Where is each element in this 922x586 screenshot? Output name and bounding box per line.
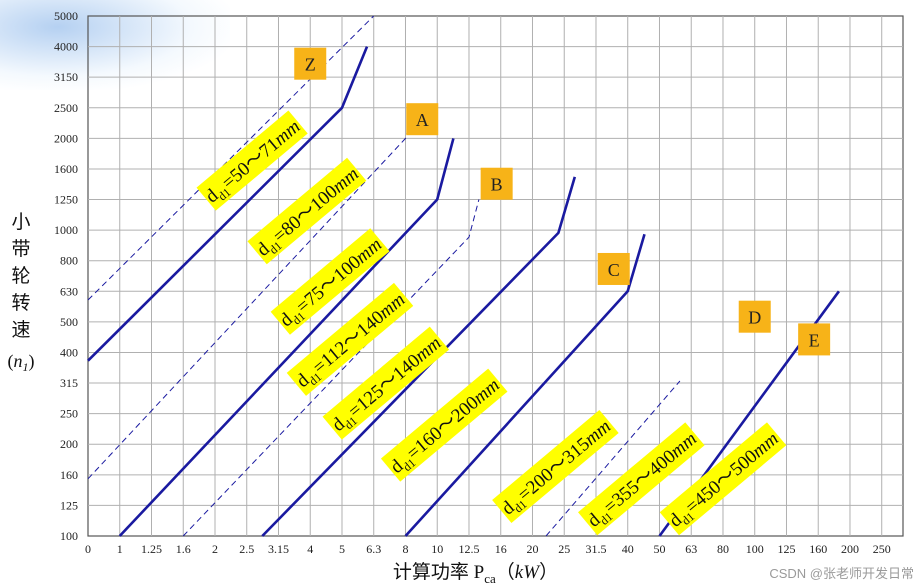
diameter-label-box — [247, 157, 367, 265]
solid-boundary-line — [404, 233, 646, 537]
y-tick-label: 100 — [60, 529, 78, 543]
y-tick-label: 160 — [60, 468, 78, 482]
x-tick-label: 10 — [431, 542, 443, 556]
belt-type-label-B: B — [480, 167, 513, 200]
x-tick-label: 25 — [558, 542, 570, 556]
dashed-boundary-line — [545, 380, 681, 537]
solid-boundary-line — [87, 46, 369, 362]
y-tick-label: 315 — [60, 376, 78, 390]
x-axis-label: 计算功率 Pca（kW） — [393, 561, 558, 586]
belt-type-box — [597, 252, 630, 285]
y-tick-label: 630 — [60, 284, 78, 298]
x-tick-label: 1 — [117, 542, 123, 556]
x-tick-label: 1.6 — [176, 542, 191, 556]
x-tick-label: 2 — [212, 542, 218, 556]
dashed-boundary-line — [87, 15, 375, 301]
y-tick-label: 200 — [60, 437, 78, 451]
y-tick-label: 2500 — [54, 101, 78, 115]
x-tick-label: 80 — [717, 542, 729, 556]
y-tick-label: 5000 — [54, 9, 78, 23]
diameter-label-box — [380, 368, 508, 482]
y-tick-label: 1250 — [54, 193, 78, 207]
y-tick-label: 1000 — [54, 223, 78, 237]
y-tick-label: 3150 — [54, 70, 78, 84]
solid-boundary-line — [118, 138, 455, 537]
x-tick-label: 20 — [526, 542, 538, 556]
x-tick-labels: 0 1 1.25 1.6 2 2.5 3.15 4 5 6.3 8 10 12.5 16 20 25 31.5 4… — [85, 542, 891, 556]
y-tick-label: 2000 — [54, 131, 78, 145]
belt-type-box — [798, 323, 831, 356]
belt-type-label-D: D — [738, 300, 771, 333]
y-tick-label: 400 — [60, 345, 78, 359]
belt-type-text: C — [608, 260, 620, 280]
x-tick-label: 40 — [622, 542, 634, 556]
watermark: CSDN @张老师开发日常 — [769, 566, 914, 581]
x-tick-label: 4 — [307, 542, 313, 556]
y-tick-label: 125 — [60, 498, 78, 512]
y-tick-labels: 100 125 160 200 250 315 400 500 630 800 1000 1250 16… — [54, 9, 78, 543]
belt-type-text: D — [748, 308, 761, 328]
belt-type-label-Z: Z — [294, 47, 327, 80]
dashed-boundary-line — [87, 107, 415, 480]
belt-type-box — [480, 167, 513, 200]
grid — [87, 15, 904, 537]
x-tick-label: 100 — [746, 542, 764, 556]
x-tick-label: 0 — [85, 542, 91, 556]
belt-type-box — [738, 300, 771, 333]
x-tick-label: 63 — [685, 542, 697, 556]
y-tick-label: 250 — [60, 407, 78, 421]
belt-type-labels: Z A B C D E — [294, 47, 831, 356]
x-tick-label: 3.15 — [268, 542, 289, 556]
diameter-label-box — [492, 410, 619, 523]
x-tick-label: 16 — [495, 542, 507, 556]
x-tick-label: 50 — [653, 542, 665, 556]
x-tick-label: 12.5 — [458, 542, 479, 556]
x-tick-label: 5 — [339, 542, 345, 556]
belt-type-box — [294, 47, 327, 80]
diameter-label-box — [578, 422, 705, 536]
y-axis-label-symbol: (n1) — [8, 351, 35, 374]
y-axis-label-char: 轮 — [11, 265, 30, 287]
belt-type-text: A — [416, 110, 429, 130]
belt-type-label-C: C — [597, 252, 630, 285]
belt-type-text: Z — [305, 55, 316, 75]
x-tick-label: 1.25 — [141, 542, 162, 556]
y-axis-label-char: 转 — [11, 292, 30, 314]
y-tick-label: 500 — [60, 315, 78, 329]
diameter-label-box — [196, 110, 308, 211]
x-tick-label: 125 — [777, 542, 795, 556]
diameter-label-box — [322, 326, 450, 440]
diameter-label-box — [659, 422, 787, 536]
y-axis-label-char: 带 — [11, 238, 30, 260]
diameter-label-box — [270, 228, 390, 335]
y-tick-label: 1600 — [54, 162, 78, 176]
series-lines — [87, 15, 840, 537]
plot-frame — [87, 15, 904, 537]
solid-boundary-line — [261, 176, 577, 537]
x-tick-label: 8 — [402, 542, 408, 556]
x-tick-label: 160 — [809, 542, 827, 556]
dashed-boundary-line — [182, 199, 480, 537]
belt-type-text: E — [809, 330, 820, 350]
x-tick-label: 6.3 — [366, 542, 381, 556]
x-tick-label: 31.5 — [585, 542, 606, 556]
x-tick-label: 250 — [873, 542, 891, 556]
y-tick-label: 800 — [60, 254, 78, 268]
x-tick-label: 2.5 — [239, 542, 254, 556]
belt-type-label-E: E — [798, 323, 831, 356]
x-tick-label: 200 — [841, 542, 859, 556]
y-axis-label-char: 速 — [11, 319, 30, 341]
y-axis-label-char: 小 — [11, 211, 30, 233]
diameter-label-box — [286, 282, 414, 396]
belt-type-text: B — [491, 175, 503, 195]
belt-type-box — [406, 103, 439, 136]
y-tick-label: 4000 — [54, 40, 78, 54]
belt-type-label-A: A — [406, 103, 439, 136]
